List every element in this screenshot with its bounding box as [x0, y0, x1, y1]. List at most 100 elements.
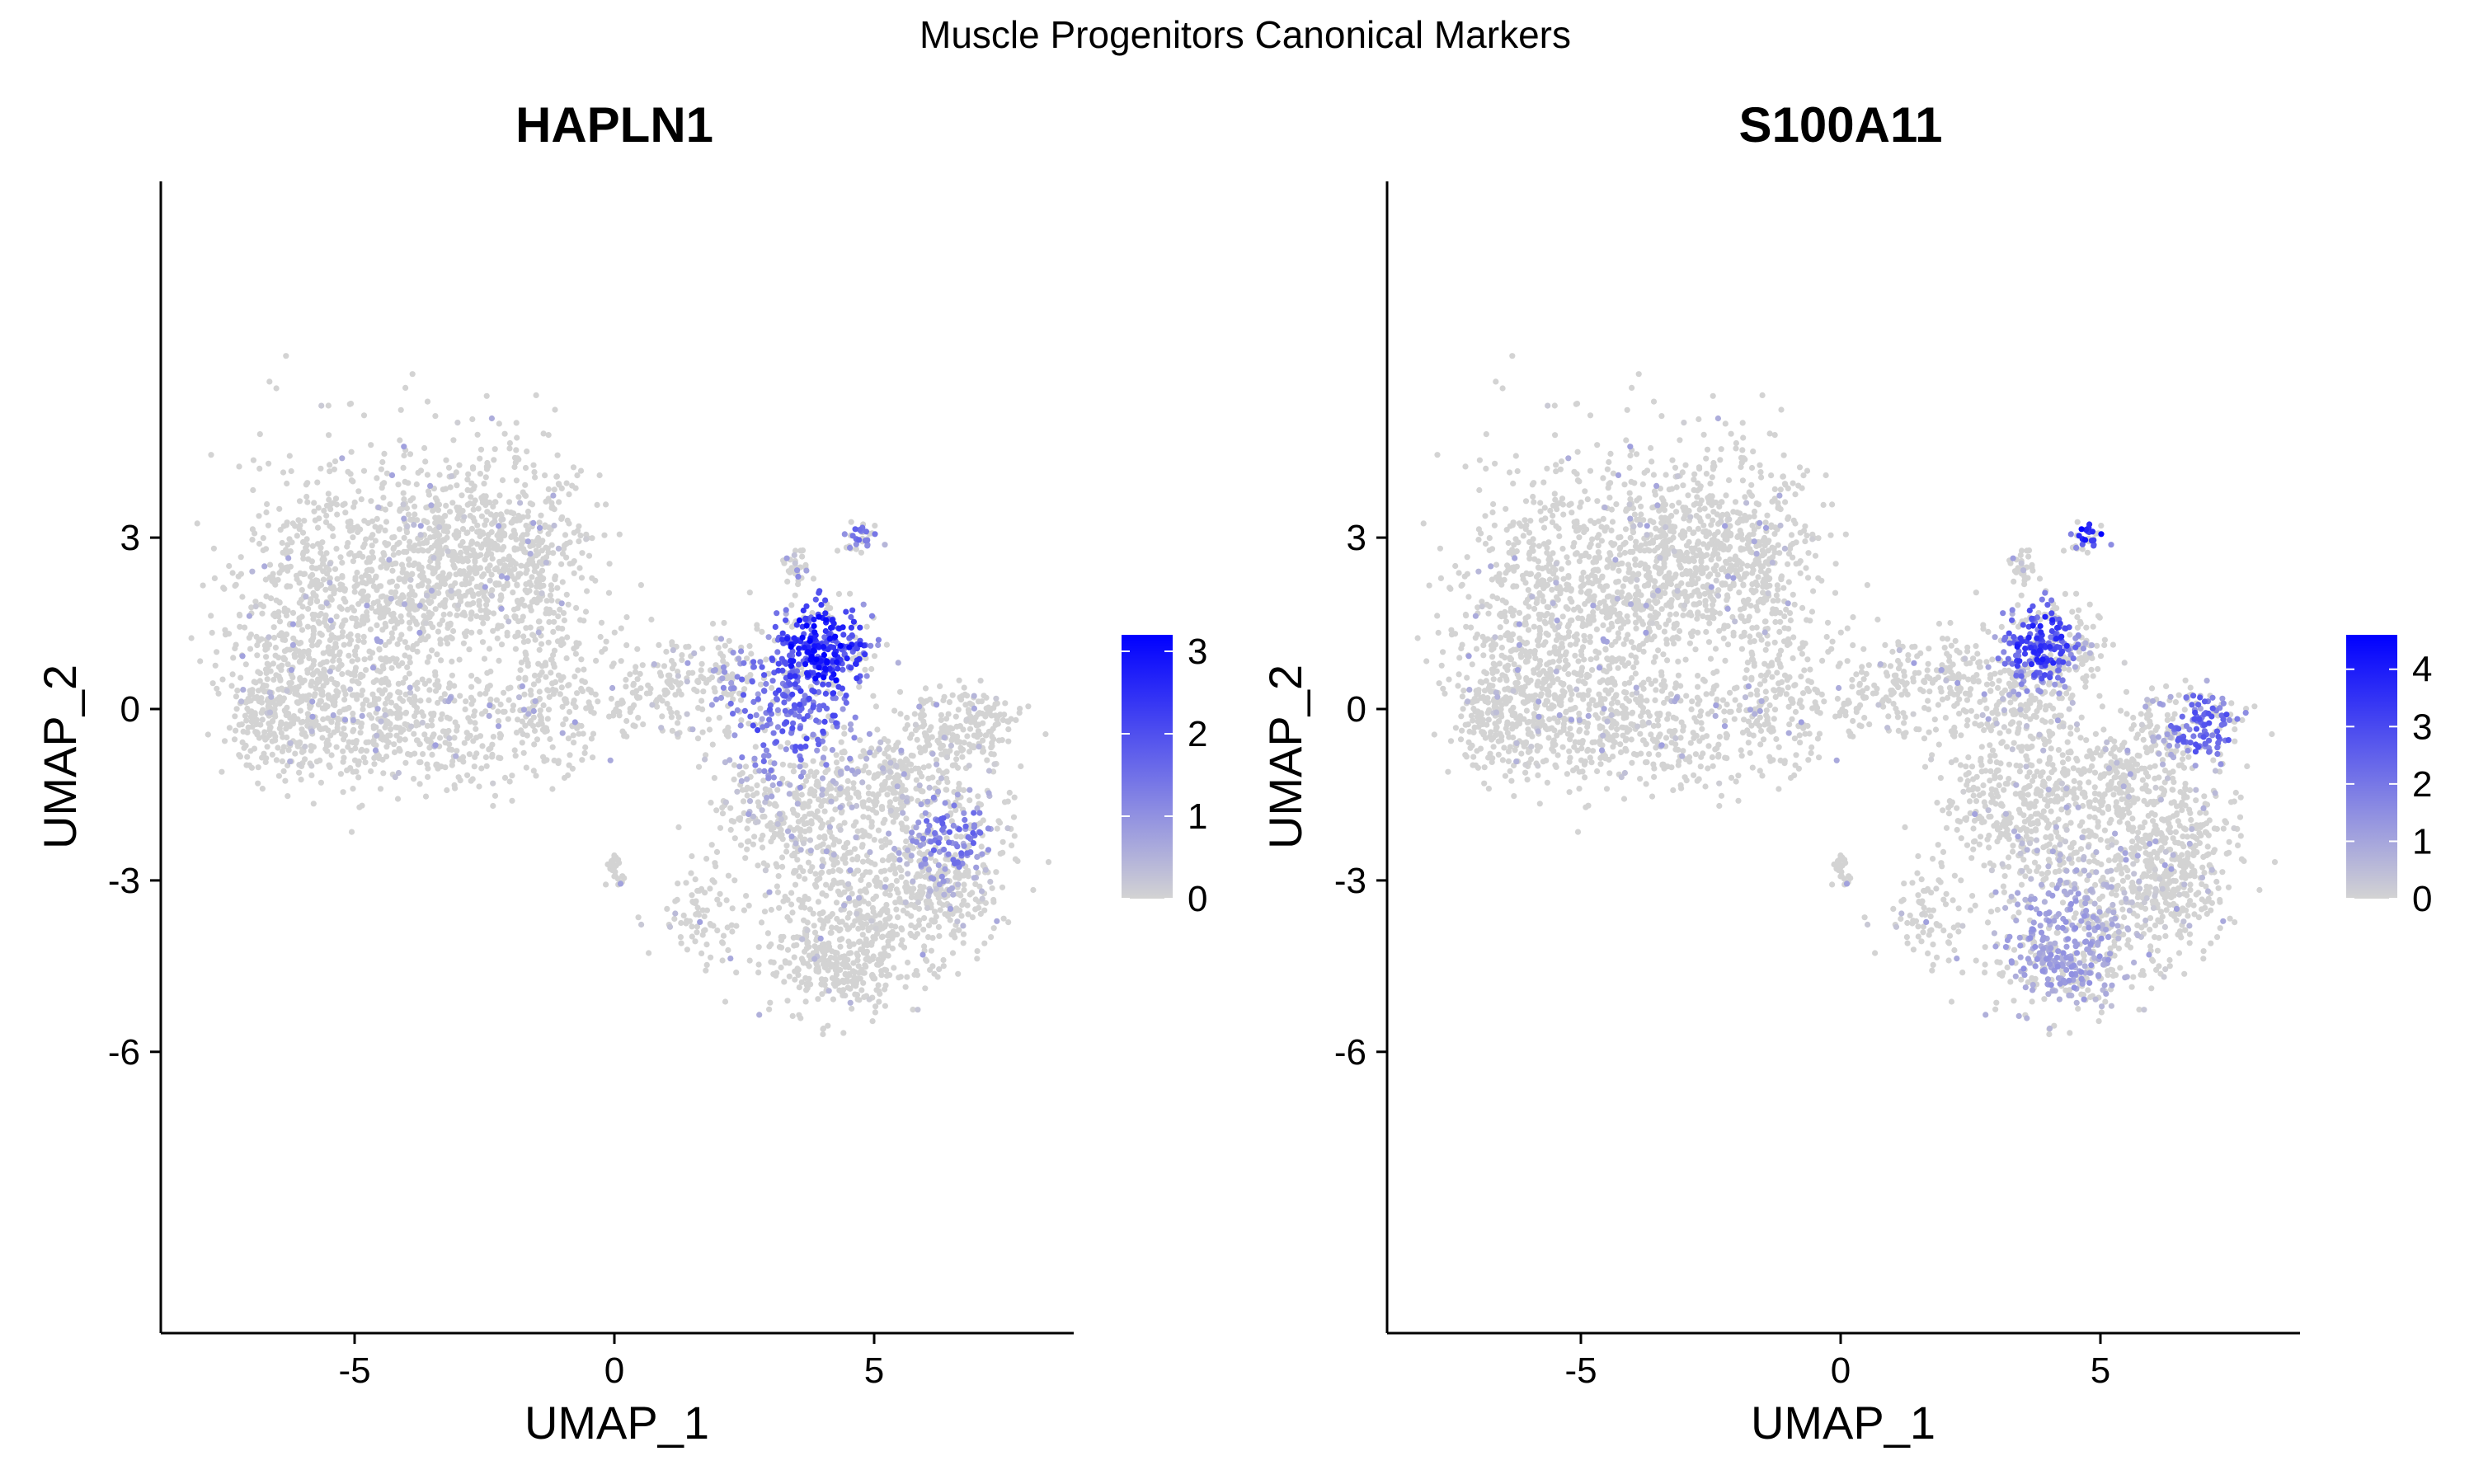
cell-point — [242, 712, 248, 719]
cell-point — [308, 683, 314, 689]
cell-point — [990, 899, 997, 905]
cell-point — [863, 936, 869, 942]
cell-point — [333, 688, 340, 694]
cell-point — [377, 786, 384, 792]
cell-point — [368, 702, 374, 708]
cell-point — [301, 648, 308, 655]
cell-point — [279, 758, 285, 765]
cell-point — [539, 590, 545, 597]
cell-point — [980, 720, 986, 726]
cell-point — [736, 772, 743, 778]
cell-point — [747, 672, 754, 679]
cell-point — [559, 626, 566, 632]
cell-point — [672, 898, 679, 904]
cell-point — [350, 717, 356, 724]
cell-point — [212, 662, 219, 669]
cell-point — [289, 609, 297, 617]
cell-point — [380, 495, 387, 501]
cell-point — [308, 596, 314, 603]
cell-point — [468, 673, 475, 679]
cell-point — [276, 599, 283, 606]
cell-point — [266, 726, 273, 734]
cell-point — [746, 643, 753, 650]
cell-point — [1011, 794, 1018, 801]
cell-point — [893, 906, 900, 913]
cell-point — [872, 1009, 878, 1016]
cell-point — [781, 979, 788, 985]
cell-point — [533, 547, 539, 554]
cell-point — [816, 834, 823, 841]
cell-point — [296, 580, 303, 586]
cell-point — [894, 931, 901, 938]
cell-point — [545, 639, 552, 646]
cell-point — [920, 723, 926, 730]
cell-point — [763, 680, 769, 688]
cell-point — [894, 812, 901, 819]
cell-point — [548, 669, 554, 676]
cell-point — [865, 815, 872, 821]
cell-point — [842, 860, 849, 866]
cell-point — [838, 739, 844, 745]
cell-point — [618, 658, 624, 665]
cell-point — [468, 525, 476, 533]
cell-point — [289, 621, 296, 627]
cell-point — [406, 611, 412, 618]
cell-point — [805, 859, 812, 866]
cell-point — [297, 652, 303, 659]
cell-point — [630, 680, 637, 688]
cell-point — [812, 596, 819, 603]
cell-point — [435, 765, 441, 772]
cell-point — [789, 909, 796, 916]
cell-point — [760, 777, 767, 784]
cell-point — [793, 934, 801, 941]
cell-point — [373, 742, 379, 749]
cell-point — [739, 676, 745, 683]
cell-point — [383, 623, 389, 630]
cell-point — [358, 721, 365, 727]
cell-point — [611, 629, 618, 636]
cell-point — [878, 844, 885, 851]
cell-point — [709, 741, 716, 748]
cell-point — [827, 929, 834, 936]
cell-point — [494, 625, 501, 632]
cell-point — [716, 715, 723, 721]
cell-point — [904, 883, 910, 890]
cell-point — [863, 623, 870, 630]
cell-point — [956, 927, 962, 933]
cell-point — [834, 547, 841, 554]
cell-point — [417, 572, 424, 580]
cell-point — [886, 915, 892, 922]
cell-point — [736, 816, 743, 824]
cell-point — [938, 711, 944, 718]
cell-point — [334, 575, 341, 582]
cell-point — [504, 629, 510, 636]
cell-point — [798, 791, 805, 798]
cell-point — [249, 526, 256, 533]
cell-point — [410, 615, 416, 622]
cell-point — [745, 721, 752, 727]
cell-point — [369, 518, 376, 524]
cell-point — [388, 630, 395, 636]
cell-point — [717, 636, 725, 642]
cell-point — [426, 654, 432, 660]
cell-point — [1042, 730, 1049, 738]
cell-point — [328, 676, 335, 683]
cell-point — [319, 735, 326, 741]
cell-point — [333, 744, 340, 750]
cell-point — [295, 622, 302, 628]
cell-point — [486, 646, 493, 652]
cell-point — [731, 762, 738, 768]
cell-point — [347, 686, 354, 693]
cell-point — [396, 737, 402, 744]
cell-point — [285, 555, 292, 561]
cell-point — [731, 776, 737, 783]
cell-point — [320, 554, 327, 561]
cell-point — [294, 743, 301, 749]
cell-point — [425, 547, 431, 554]
cell-point — [459, 492, 465, 499]
cell-point — [571, 570, 577, 576]
cell-point — [722, 799, 730, 805]
cell-point — [893, 763, 900, 770]
cell-point — [318, 402, 325, 409]
cell-point — [491, 457, 497, 463]
